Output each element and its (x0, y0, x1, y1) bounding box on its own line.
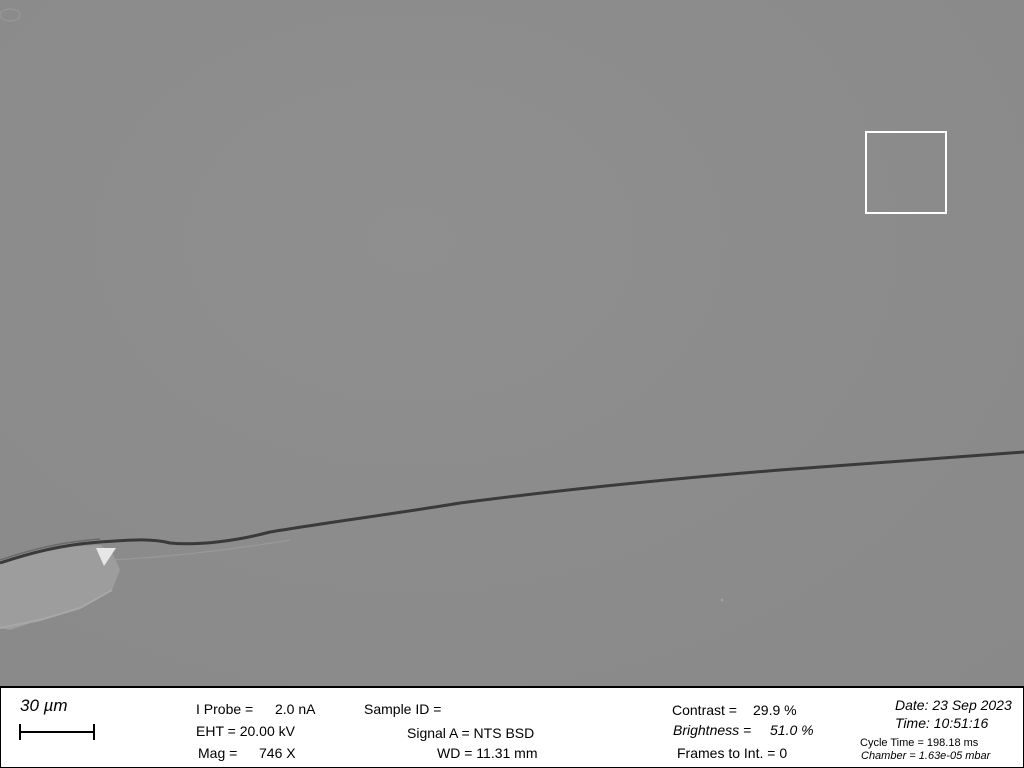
crack-line-highlight (0, 538, 101, 561)
crack-line (0, 450, 1024, 565)
wd-text: WD = 11.31 mm (437, 745, 538, 761)
eht-text: EHT = 20.00 kV (196, 723, 295, 739)
mag-label: Mag = (198, 745, 238, 761)
date-text: Date: 23 Sep 2023 (895, 697, 1012, 713)
corner-mark (0, 8, 21, 22)
bright-particle (96, 548, 116, 566)
sem-micrograph (0, 0, 1024, 686)
scale-bar (19, 724, 95, 740)
selection-box[interactable] (865, 131, 947, 214)
light-region-edge (0, 589, 113, 629)
micrograph-features (0, 8, 1024, 630)
signal-text: Signal A = NTS BSD (407, 725, 535, 741)
cycle-time: Cycle Time = 198.18 ms (860, 737, 979, 749)
mag-value: 746 X (259, 745, 296, 761)
time-text: Time: 10:51:16 (895, 715, 989, 731)
probe-label: I Probe = (196, 701, 254, 717)
sample-id: Sample ID = (364, 701, 442, 717)
info-panel: 30 µm I Probe = 2.0 nA EHT = 20.00 kV Ma… (0, 686, 1024, 768)
faint-line (111, 539, 291, 561)
probe-value: 2.0 nA (275, 701, 316, 717)
frames-text: Frames to Int. = 0 (677, 745, 788, 761)
contrast-value: 29.9 % (753, 702, 797, 718)
dust-speck (720, 598, 724, 602)
brightness-value: 51.0 % (770, 722, 814, 738)
contrast-label: Contrast = (672, 702, 737, 718)
brightness-label: Brightness = (673, 722, 752, 738)
light-region (0, 545, 120, 630)
scale-label: 30 µm (20, 696, 68, 715)
chamber-pressure: Chamber = 1.63e-05 mbar (861, 750, 991, 762)
